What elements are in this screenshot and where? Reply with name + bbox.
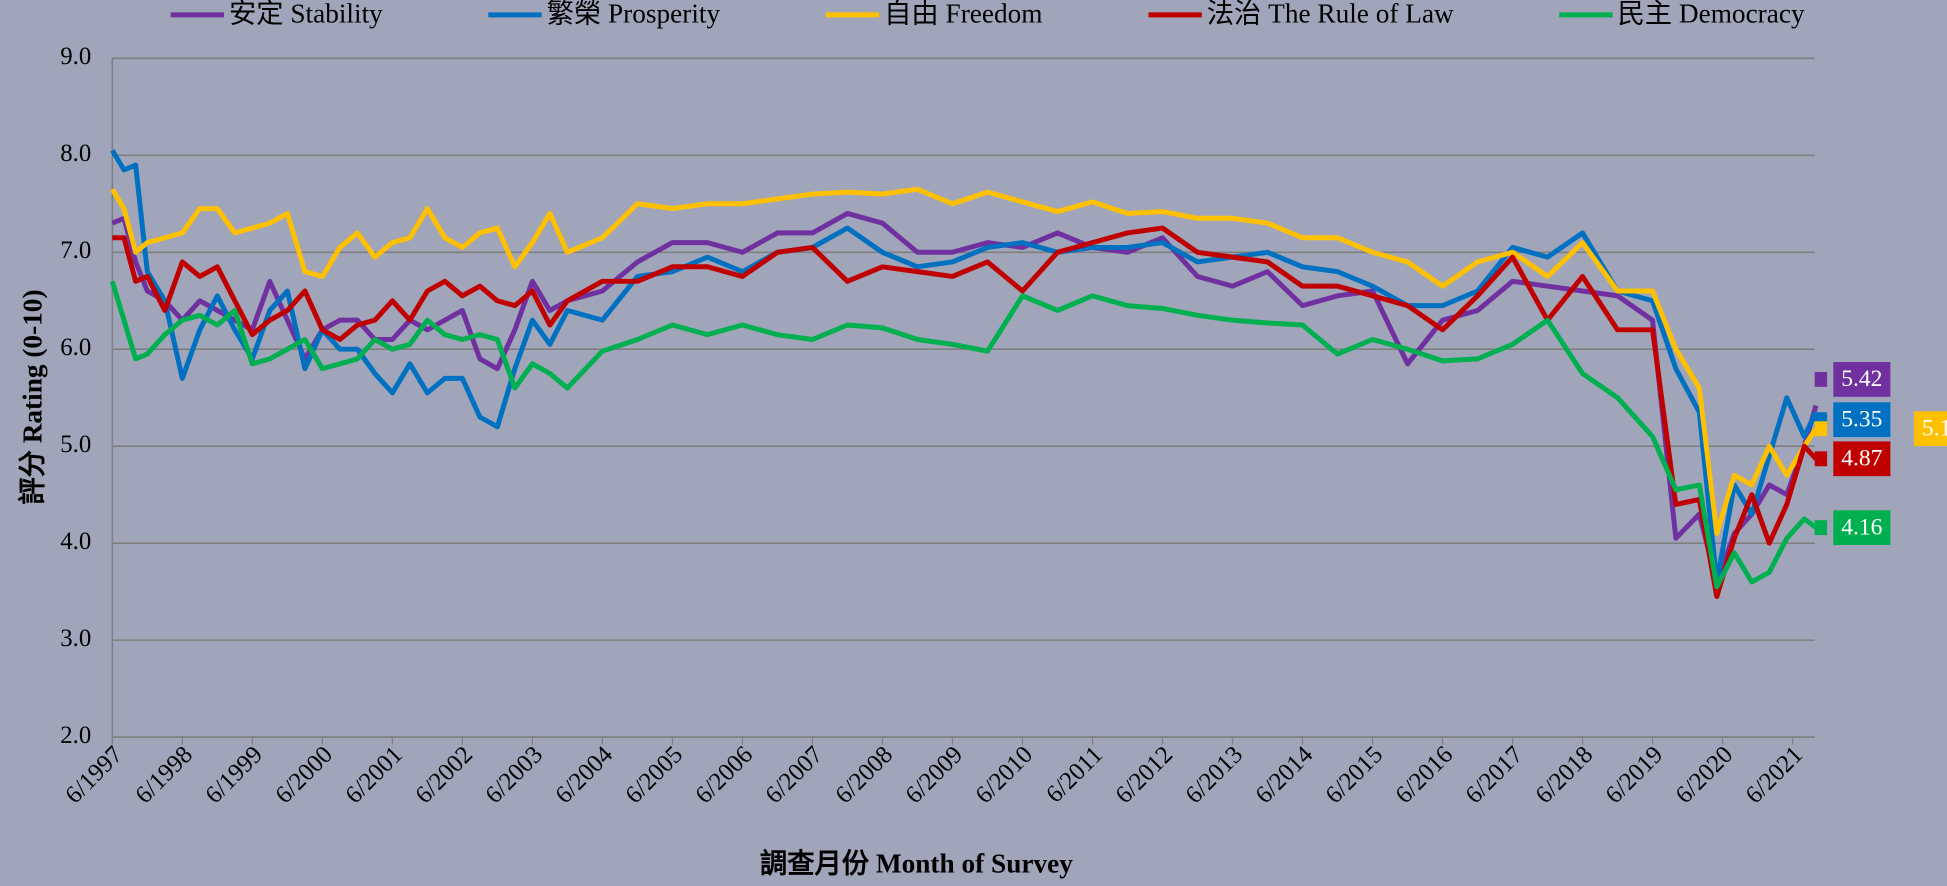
x-tick-label: 6/2006 (690, 741, 758, 809)
x-tick-label: 6/2019 (1600, 741, 1668, 809)
data-label-box (1833, 510, 1891, 546)
y-tick-label: 4.0 (60, 528, 91, 555)
legend-label: 法治 The Rule of Law (1207, 0, 1454, 28)
x-tick-label: 6/2017 (1460, 741, 1528, 809)
data-label-box (1833, 362, 1891, 397)
legend-label: 繁榮 Prosperity (547, 0, 721, 28)
legend-label: 自由 Freedom (884, 0, 1042, 28)
y-tick-label: 8.0 (60, 140, 91, 167)
y-tick-label: 6.0 (60, 334, 91, 361)
series-line (110, 186, 1819, 536)
series-line (112, 225, 1818, 599)
x-tick-label: 6/2002 (410, 741, 478, 809)
series-line (111, 210, 1819, 585)
x-tick-label: 6/2008 (830, 741, 898, 809)
y-axis-title: 評分 Rating (0-10) (17, 289, 48, 504)
data-label: 5.35 (1841, 406, 1882, 432)
x-tick-label: 6/2003 (480, 741, 548, 809)
data-label: 5.18 (1922, 415, 1947, 441)
data-label: 5.42 (1841, 366, 1882, 392)
x-tick-label: 6/2018 (1530, 741, 1598, 809)
x-tick-label: 6/1997 (60, 741, 128, 809)
series-line (109, 280, 1818, 590)
x-tick-label: 6/2021 (1740, 741, 1808, 809)
x-tick-label: 6/2000 (270, 741, 338, 809)
x-tick-label: 6/2016 (1390, 741, 1458, 809)
x-tick-label: 6/2007 (760, 741, 828, 809)
x-tick-label: 6/2005 (620, 741, 688, 809)
legend-label: 民主 Democracy (1618, 0, 1805, 28)
y-tick-label: 3.0 (60, 625, 91, 652)
x-tick-label: 6/2009 (900, 741, 968, 809)
x-tick-label: 6/1999 (200, 741, 268, 809)
data-label-box (1833, 441, 1891, 477)
x-tick-label: 6/2010 (970, 741, 1038, 809)
x-tick-label: 6/2012 (1110, 741, 1178, 809)
end-marker (1814, 520, 1828, 536)
data-label-box (1833, 402, 1891, 438)
x-tick-label: 6/2001 (340, 741, 408, 809)
data-label: 4.87 (1841, 445, 1882, 471)
end-marker (1814, 451, 1828, 467)
x-tick-label: 6/2004 (550, 741, 618, 809)
data-label: 4.16 (1841, 514, 1882, 540)
y-tick-label: 7.0 (60, 237, 91, 264)
x-tick-label: 6/2011 (1041, 741, 1108, 808)
y-tick-label: 5.0 (60, 431, 91, 458)
data-label-box (1913, 411, 1947, 447)
end-marker (1814, 421, 1828, 437)
y-tick-label: 2.0 (60, 722, 91, 749)
end-marker (1814, 371, 1828, 387)
y-tick-label: 9.0 (60, 43, 91, 70)
legend-label: 安定 Stability (229, 0, 383, 28)
x-tick-label: 6/2013 (1180, 741, 1248, 809)
x-tick-label: 6/1998 (130, 741, 198, 809)
x-tick-label: 6/2015 (1320, 741, 1388, 809)
x-tick-label: 6/2020 (1670, 741, 1738, 809)
x-tick-label: 6/2014 (1250, 741, 1318, 809)
x-axis-title: 調查月份 Month of Survey (760, 847, 1073, 878)
series-line (110, 149, 1819, 585)
